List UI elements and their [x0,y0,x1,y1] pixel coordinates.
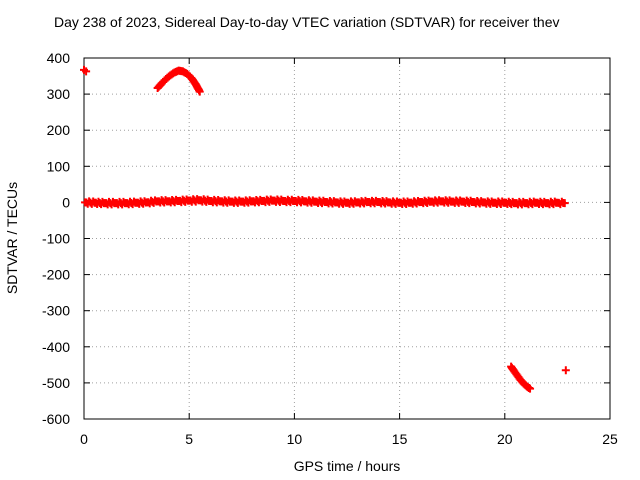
y-tick-label: 200 [47,122,71,138]
axis-ticks [83,57,611,420]
x-tick-labels: 0 5 10 15 20 25 [80,431,618,447]
y-axis-label: SDTVAR / TECUs [4,182,20,294]
data-point [526,384,535,393]
data-point [195,87,204,96]
y-tick-label: 400 [47,50,71,66]
chart-title: Day 238 of 2023, Sidereal Day-to-day VTE… [54,14,560,30]
y-tick-label: 300 [47,86,71,102]
x-tick-label: 5 [185,431,193,447]
x-tick-label: 20 [497,431,513,447]
y-tick-label: 0 [62,194,70,210]
data-point [561,366,570,375]
grid-lines [84,58,610,419]
x-tick-label: 10 [287,431,303,447]
y-tick-labels: -600 -500 -400 -300 -200 -100 0 100 200 300 400 [42,50,70,427]
y-tick-label: -600 [42,411,70,427]
x-tick-label: 0 [80,431,88,447]
data-point [82,67,91,76]
data-marks [80,65,570,393]
y-tick-label: -200 [42,267,70,283]
y-tick-label: 100 [47,158,71,174]
plot-frame [83,57,611,420]
y-tick-label: -100 [42,231,70,247]
x-tick-label: 25 [602,431,618,447]
x-axis-label: GPS time / hours [294,458,401,474]
x-tick-label: 15 [392,431,408,447]
y-tick-label: -400 [42,339,70,355]
y-tick-label: -300 [42,303,70,319]
data-point [560,199,569,208]
y-tick-label: -500 [42,375,70,391]
